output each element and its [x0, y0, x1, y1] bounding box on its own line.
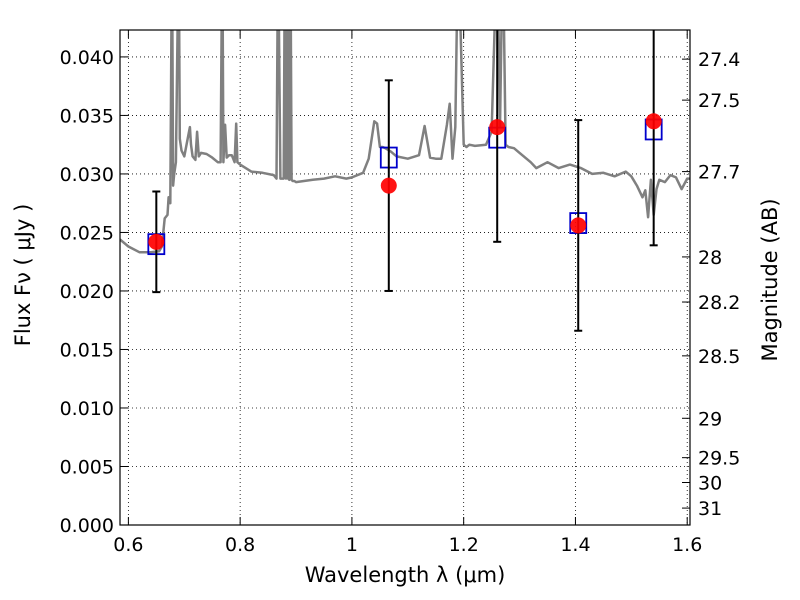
observed-flux-point	[570, 217, 587, 234]
x-tick-label: 1	[346, 534, 358, 556]
x-axis-label: Wavelength λ (μm)	[305, 563, 506, 587]
mag-tick-label: 29	[698, 408, 722, 430]
mag-tick-label: 29.5	[698, 448, 740, 470]
mag-tick-label: 27.5	[698, 90, 740, 112]
x-tick-label: 1.6	[672, 534, 702, 556]
y-tick-label: 0.000	[60, 515, 114, 537]
y-tick-label: 0.030	[60, 164, 114, 186]
observed-flux-point	[645, 113, 662, 130]
y-tick-label: 0.025	[60, 222, 114, 244]
mag-tick-label: 28.2	[698, 292, 740, 314]
mag-tick-label: 30	[698, 473, 722, 495]
plot-frame	[119, 29, 691, 526]
y-tick-label: 0.015	[60, 339, 114, 361]
y-tick-label: 0.005	[60, 456, 114, 478]
plot-area	[120, 30, 690, 332]
observed-flux-point	[380, 177, 397, 194]
x-tick-label: 0.8	[225, 534, 255, 556]
axes: 0.6 0.8 1 1.2 1.4 1.6 0.000 0.005 0.010 0.015 0.02…	[60, 30, 740, 556]
mag-tick-label: 27.4	[698, 49, 740, 71]
x-tick-label: 1.4	[560, 534, 590, 556]
observed-flux-point	[148, 233, 165, 250]
mag-tick-label: 31	[698, 498, 722, 520]
y-tick-label: 0.035	[60, 105, 114, 127]
y-tick-label: 0.040	[60, 47, 114, 69]
y-tick-label: 0.020	[60, 281, 114, 303]
mag-tick-label: 27.7	[698, 162, 740, 184]
model-spectrum-line	[120, 30, 690, 254]
mag-tick-label: 28	[698, 247, 722, 269]
magnitude-axis-label: Magnitude (AB)	[758, 198, 782, 361]
observed-flux-point	[489, 119, 506, 136]
x-tick-label: 1.2	[449, 534, 479, 556]
grid	[120, 30, 690, 526]
x-tick-label: 0.6	[113, 534, 143, 556]
y-axis-label: Flux Fν ( μJy )	[11, 204, 35, 347]
mag-tick-label: 28.5	[698, 346, 740, 368]
y-tick-label: 0.010	[60, 398, 114, 420]
